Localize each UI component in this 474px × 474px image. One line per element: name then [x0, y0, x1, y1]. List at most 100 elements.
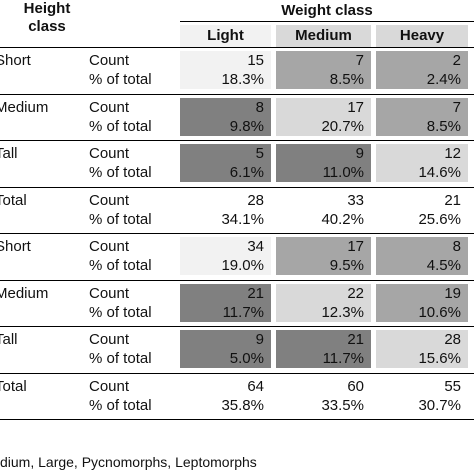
cell-count: 2 [452, 52, 461, 69]
table-cell: 9 11.0% [276, 144, 371, 182]
table-row: Medium Count% of total 21 11.7% 22 12.3% 19 10.… [0, 281, 474, 325]
row-label-percent: % of total [89, 210, 152, 228]
cell-count: 9 [255, 331, 264, 348]
column-header-light: Light [180, 25, 271, 47]
row-label-percent: % of total [89, 164, 152, 181]
weight-class-header: Weight class [281, 2, 373, 19]
table-cell: 9 5.0% [180, 330, 271, 368]
cell-count: 34 [247, 238, 264, 255]
table-cell: 5 6.1% [180, 144, 271, 182]
cell-percent: 25.6% [418, 210, 461, 228]
height-class-header: Height class [12, 0, 82, 36]
cell-percent: 10.6% [418, 303, 461, 321]
column-header-heavy: Heavy [376, 25, 468, 47]
table-cell: 55 30.7% [376, 376, 468, 415]
cell-percent: 9.5% [329, 257, 364, 274]
cell-percent: 40.2% [321, 210, 364, 228]
row-label-percent: % of total [89, 303, 152, 321]
cell-percent: 14.6% [418, 164, 461, 181]
column-header-medium: Medium [276, 25, 371, 47]
row-divider [0, 326, 474, 327]
row-label-percent: % of total [89, 396, 152, 414]
cell-count: 21 [444, 191, 461, 209]
cell-count: 28 [247, 191, 264, 209]
cell-percent: 2.4% [426, 71, 461, 88]
cell-percent: 18.3% [221, 71, 264, 88]
row-divider [0, 419, 474, 420]
table-cell: 8 4.5% [376, 237, 468, 275]
table-row: Tall Count % of total 9 5.0% 21 11.7% 28 15.6% [0, 327, 474, 371]
table-cell: 21 11.7% [180, 283, 271, 322]
cell-count: 60 [347, 377, 364, 395]
row-divider [0, 233, 474, 234]
row-group-label: Short [0, 52, 31, 69]
row-label-count: Count [89, 145, 130, 162]
row-divider [0, 93, 474, 95]
cell-percent: 12.3% [321, 303, 364, 321]
cell-count: 21 [347, 331, 364, 348]
table-cell: 33 40.2% [276, 190, 371, 229]
height-class-header-line1: Height [23, 0, 71, 17]
row-label-count: Count [89, 284, 130, 302]
table-row: TotalCount% of total2834.1%3340.2%2125.6… [0, 188, 474, 232]
row-label-count: Count [89, 98, 130, 116]
height-class-header-line2: class [28, 18, 66, 35]
table-cell: 28 34.1% [180, 190, 271, 229]
row-label-percent: % of total [89, 350, 152, 367]
cell-count: 17 [347, 98, 364, 116]
cell-count: 7 [452, 98, 461, 116]
row-label-count: Count [89, 191, 130, 209]
cell-percent: 4.5% [426, 257, 461, 274]
cell-percent: 5.0% [229, 350, 264, 367]
table-cell: 64 35.8% [180, 376, 271, 415]
cell-percent: 11.7% [222, 303, 264, 321]
row-label-percent: % of total [89, 257, 152, 274]
cell-count: 7 [355, 52, 364, 69]
row-group-label: Short [0, 238, 31, 255]
cell-percent: 15.6% [418, 350, 461, 367]
table-cell: 21 25.6% [376, 190, 468, 229]
row-group-label: Total [0, 377, 27, 395]
row-divider [0, 186, 474, 188]
row-group-label: Tall [0, 331, 18, 348]
row-label-count: Count [89, 52, 130, 69]
row-label-count: Count [89, 331, 130, 348]
table-cell: 22 12.3% [276, 283, 371, 322]
table-cell: 2 2.4% [376, 51, 468, 89]
row-group-label: Medium [0, 98, 49, 116]
table-row: Tall Count % of total 5 6.1% 9 11.0% 12 14.6% [0, 141, 474, 185]
table-row: Medium Count% of total 8 9.8% 17 20.7% 7 8.5% [0, 95, 474, 139]
row-group-label: Medium [0, 284, 49, 302]
cell-count: 22 [347, 284, 364, 302]
footnote: dium, Large, Pycnomorphs, Leptomorphs [0, 454, 257, 470]
table-cell: 34 19.0% [180, 237, 271, 275]
table-cell: 7 8.5% [276, 51, 371, 89]
table-cell: 7 8.5% [376, 97, 468, 136]
table-cell: 12 14.6% [376, 144, 468, 182]
row-label-percent: % of total [89, 117, 152, 135]
cell-percent: 33.5% [321, 396, 364, 414]
cell-count: 12 [444, 145, 461, 162]
cell-count: 33 [347, 191, 364, 209]
cell-percent: 8.5% [329, 71, 364, 88]
row-divider [0, 279, 474, 281]
table-cell: 17 9.5% [276, 237, 371, 275]
table-cell: 21 11.7% [276, 330, 371, 368]
cell-percent: 20.7% [321, 117, 364, 135]
table-cell: 8 9.8% [180, 97, 271, 136]
table-row: Short Count % of total 34 19.0% 17 9.5% 8 4.5% [0, 234, 474, 278]
cell-percent: 8.5% [426, 117, 461, 135]
table-row: Short Count % of total 15 18.3% 7 8.5% 2 2.4% [0, 48, 474, 92]
row-group-label: Total [0, 191, 27, 209]
cell-percent: 30.7% [418, 396, 461, 414]
header-rule [0, 47, 474, 48]
cell-percent: 9.8% [229, 117, 264, 135]
cell-count: 5 [255, 145, 264, 162]
row-label-percent: % of total [89, 71, 152, 88]
cell-count: 9 [355, 145, 364, 162]
weight-class-rule [180, 21, 474, 22]
cell-count: 21 [247, 284, 264, 302]
row-divider [0, 372, 474, 374]
row-label-count: Count [89, 377, 130, 395]
